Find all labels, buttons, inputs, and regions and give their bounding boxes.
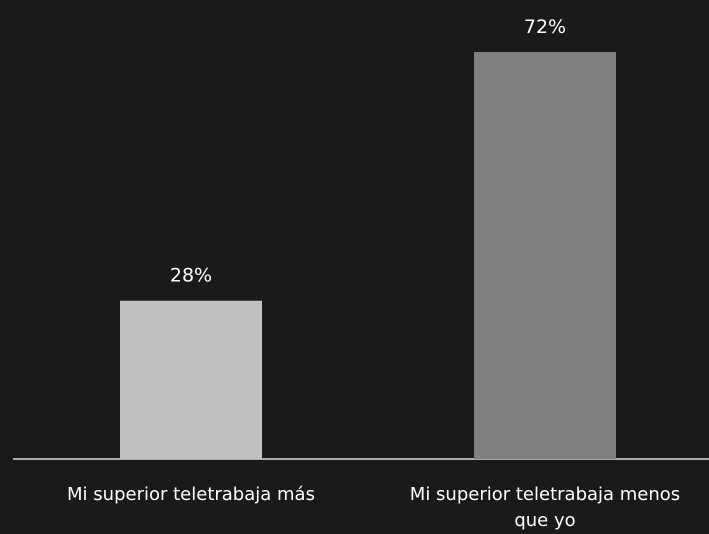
data-label-1: 28% [170,265,212,287]
bar-2 [474,52,616,459]
data-label-2: 72% [524,16,566,38]
bars-group [120,52,616,459]
category-label-2-line-2: que yo [514,510,575,531]
category-label-1: Mi superior teletrabaja más [67,484,315,505]
category-labels-group: Mi superior teletrabaja más Mi superior t… [67,484,680,531]
category-label-2-line-1: Mi superior teletrabaja menos [410,484,680,505]
data-labels-group: 28% 72% [170,16,566,287]
bar-1 [120,300,262,459]
